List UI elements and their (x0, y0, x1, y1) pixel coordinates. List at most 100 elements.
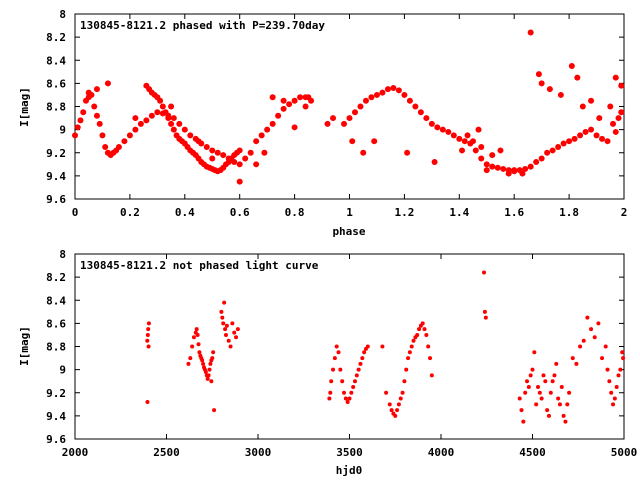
data-point (456, 135, 463, 142)
data-point (544, 149, 551, 156)
data-point (214, 149, 221, 156)
data-point (146, 344, 151, 349)
data-point (72, 132, 78, 139)
data-point (609, 390, 614, 395)
data-point (340, 379, 345, 384)
x-tick-label: 3000 (245, 446, 272, 459)
data-point (523, 390, 528, 395)
data-point (578, 344, 583, 349)
data-point (143, 117, 150, 124)
y-tick-label: 8.8 (46, 341, 66, 354)
data-point (223, 327, 228, 332)
data-point (585, 315, 590, 320)
data-point (423, 115, 430, 122)
data-point (168, 103, 175, 110)
y-tick-label: 9.2 (46, 147, 66, 160)
data-point (384, 86, 391, 93)
y-tick-label: 8.4 (46, 294, 66, 307)
data-point (209, 155, 216, 162)
data-point (475, 126, 482, 133)
data-point (338, 367, 343, 372)
data-point (228, 344, 233, 349)
data-point (148, 112, 155, 119)
data-point (407, 350, 412, 355)
data-point (190, 344, 195, 349)
phased-chart-title: 130845-8121.2 phased with P=239.70day (80, 19, 325, 32)
data-point (428, 120, 435, 127)
data-point (159, 103, 166, 110)
phased-y-axis-label: I[mag] (18, 87, 31, 127)
data-point (343, 396, 348, 401)
data-point (91, 103, 98, 110)
data-point (530, 367, 535, 372)
data-point (352, 379, 357, 384)
data-point (145, 400, 150, 404)
data-point (483, 161, 490, 168)
data-point (612, 396, 617, 401)
data-point (291, 124, 298, 131)
y-tick-label: 9 (59, 364, 66, 377)
data-point (571, 135, 578, 142)
data-point (548, 390, 553, 395)
data-point (93, 112, 100, 119)
data-point (349, 138, 356, 145)
data-point (102, 143, 109, 150)
data-point (612, 128, 619, 135)
data-point (406, 356, 411, 361)
data-point (269, 120, 276, 127)
data-point (351, 109, 358, 116)
data-point (93, 86, 100, 93)
data-point (409, 344, 414, 349)
data-point (154, 109, 161, 116)
data-point (478, 143, 485, 150)
data-point (354, 373, 359, 378)
y-tick-label: 9.6 (46, 193, 66, 206)
data-point (588, 126, 595, 133)
data-point (395, 87, 402, 94)
data-point (559, 384, 564, 389)
data-point (470, 138, 477, 145)
data-point (203, 143, 210, 150)
data-point (209, 379, 214, 384)
x-tick-label: 1.8 (559, 206, 579, 219)
data-point (186, 361, 191, 366)
data-point (342, 390, 347, 395)
data-point (424, 332, 429, 337)
unphased-chart-title: 130845-8121.2 not phased light curve (80, 259, 319, 272)
data-point (537, 390, 542, 395)
data-point (404, 367, 409, 372)
data-point (247, 149, 254, 156)
data-point (330, 115, 337, 122)
data-point (489, 152, 496, 159)
data-point (224, 323, 229, 328)
data-point (162, 109, 169, 116)
data-point (371, 138, 378, 145)
data-point (230, 321, 235, 326)
data-point (482, 309, 487, 314)
data-point (235, 327, 240, 332)
data-point (234, 335, 239, 340)
data-point (197, 350, 202, 355)
x-tick-label: 1.2 (394, 206, 414, 219)
data-point (445, 128, 452, 135)
y-tick-label: 9.4 (46, 410, 66, 423)
data-point (291, 97, 298, 104)
data-point (398, 396, 403, 401)
data-point (396, 402, 401, 407)
data-point (483, 167, 490, 174)
data-point (426, 344, 431, 349)
data-point (211, 350, 216, 355)
y-tick-label: 8.6 (46, 77, 66, 90)
plot-frame (74, 253, 625, 440)
data-point (612, 74, 619, 81)
data-point (269, 94, 276, 101)
data-point (209, 147, 216, 154)
data-point (232, 330, 237, 335)
data-point (535, 384, 540, 389)
data-point (379, 89, 386, 96)
data-point (534, 402, 539, 407)
data-point (618, 82, 625, 89)
data-point (336, 350, 341, 355)
data-point (253, 138, 260, 145)
data-point (535, 71, 542, 78)
